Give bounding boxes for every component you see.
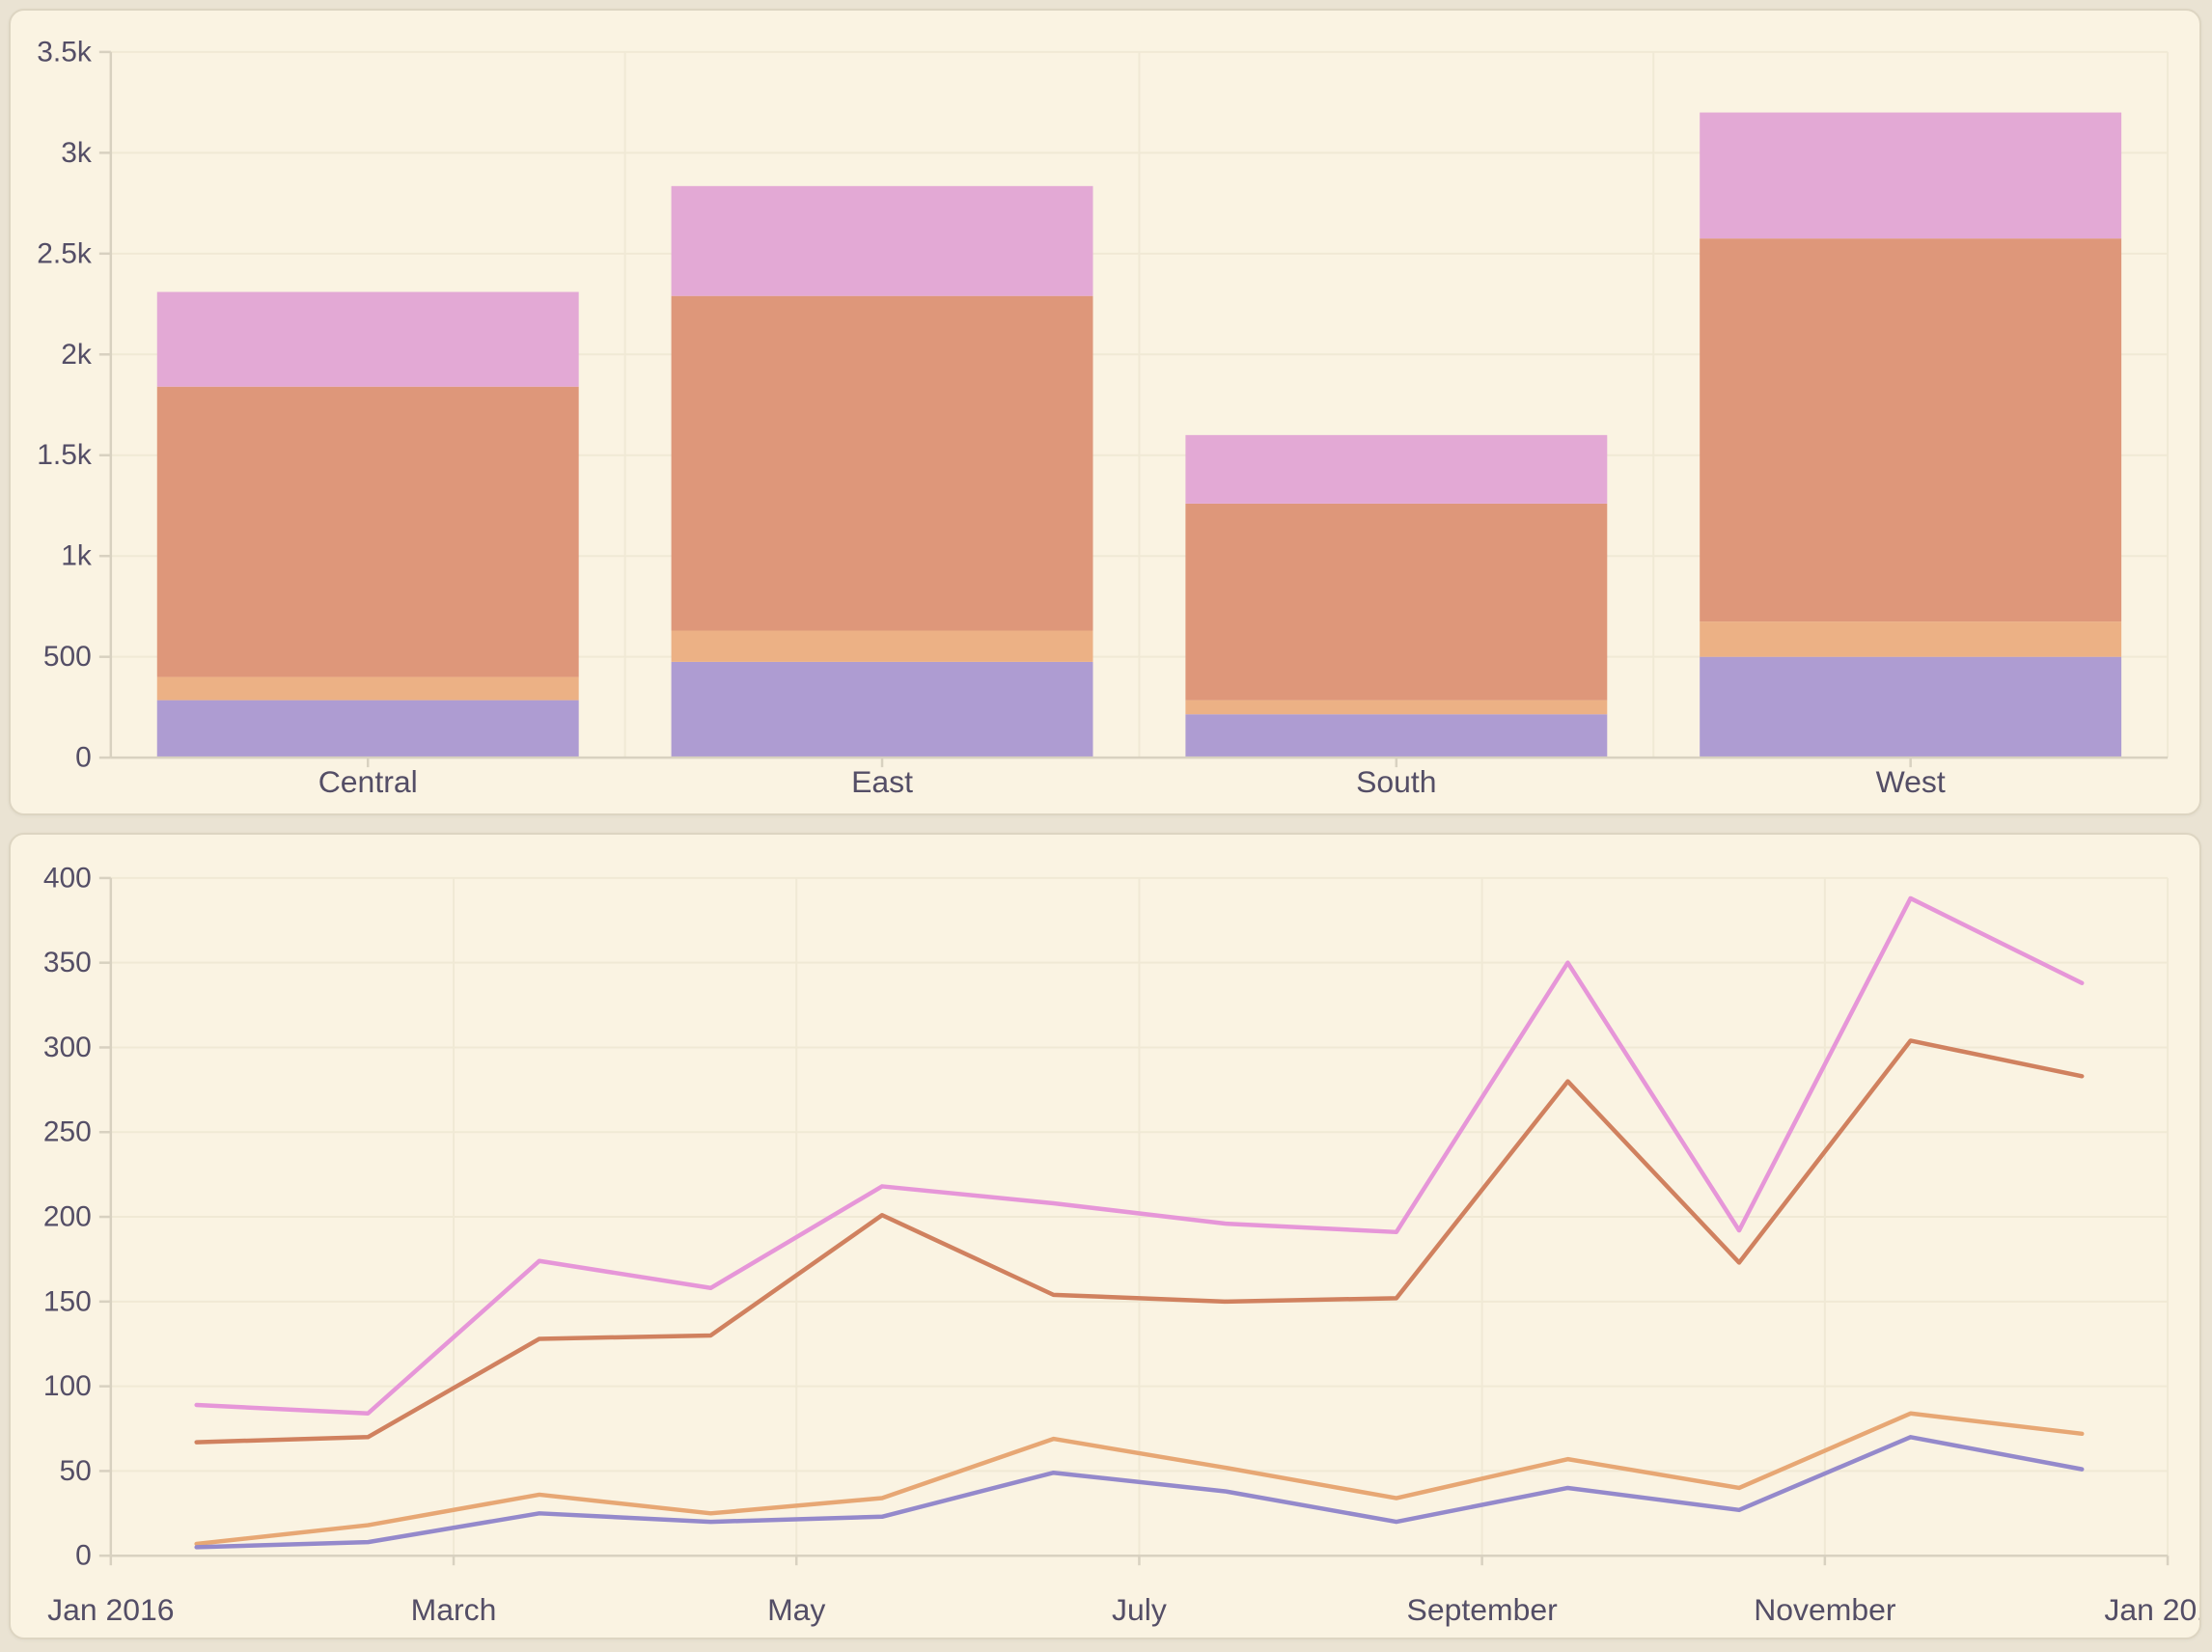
bar-segment-purple-south[interactable] xyxy=(1185,714,1608,758)
line-xtick-label: May xyxy=(767,1592,825,1627)
line-xtick-label: July xyxy=(1112,1592,1167,1627)
bar-ytick-label: 1k xyxy=(61,540,92,572)
line-xtick-label: Jan 2016 xyxy=(47,1592,174,1627)
line-ytick-label: 200 xyxy=(43,1201,92,1233)
bar-ytick-label: 0 xyxy=(75,742,92,774)
line-axis-labels: 0 50 100 150 200 250 300 350 400 Jan 2016 March May… xyxy=(43,862,2199,1627)
bar-segment-salmon-central[interactable] xyxy=(156,386,579,677)
bar-ytick-label: 3k xyxy=(61,137,92,169)
line-xtick-label: Jan 2017 xyxy=(2104,1592,2199,1627)
stacked-bar-chart[interactable]: 0 500 1k 1.5k 2k 2.5k 3k 3.5k Central East South We… xyxy=(11,11,2199,813)
line-ytick-label: 250 xyxy=(43,1116,92,1148)
line-ytick-label: 300 xyxy=(43,1032,92,1063)
bar-segment-purple-east[interactable] xyxy=(671,661,1093,758)
line-ytick-label: 0 xyxy=(75,1540,92,1572)
line-series-pink[interactable] xyxy=(194,895,2085,1417)
line-series-purple[interactable] xyxy=(194,1435,2085,1550)
bar-segment-salmon-east[interactable] xyxy=(671,295,1093,631)
bar-segment-pink-south[interactable] xyxy=(1185,434,1608,504)
line-series-light-orange[interactable] xyxy=(194,1411,2085,1547)
line-xtick-label: March xyxy=(411,1592,497,1627)
line-xtick-label: November xyxy=(1754,1592,1896,1627)
line-series-group xyxy=(194,895,2085,1550)
bar-segment-salmon-west[interactable] xyxy=(1700,238,2122,622)
line-ytick-label: 150 xyxy=(43,1285,92,1317)
line-xtick-label: September xyxy=(1407,1592,1559,1627)
line-gridlines xyxy=(110,876,2170,1556)
bar-category-label: South xyxy=(1356,764,1436,799)
bar-segment-light-orange-west[interactable] xyxy=(1700,621,2122,657)
line-ytick-label: 50 xyxy=(60,1455,92,1487)
line-ytick-label: 350 xyxy=(43,947,92,978)
bar-segment-light-orange-south[interactable] xyxy=(1185,700,1608,715)
bar-segment-purple-west[interactable] xyxy=(1700,656,2122,758)
bar-ytick-label: 2.5k xyxy=(37,237,92,269)
bar-axis-labels: 0 500 1k 1.5k 2k 2.5k 3k 3.5k Central East South We… xyxy=(37,36,1946,799)
bar-ytick-label: 1.5k xyxy=(37,439,92,471)
line-axes xyxy=(98,876,2170,1566)
line-ytick-label: 100 xyxy=(43,1370,92,1402)
bar-category-label: East xyxy=(851,764,913,799)
bar-series-group xyxy=(156,112,2122,758)
line-chart-card: 0 50 100 150 200 250 300 350 400 Jan 2016 March May… xyxy=(9,833,2201,1639)
bar-ytick-label: 3.5k xyxy=(37,36,92,68)
line-series-salmon[interactable] xyxy=(194,1038,2085,1445)
stacked-bar-chart-card: 0 500 1k 1.5k 2k 2.5k 3k 3.5k Central East South We… xyxy=(9,9,2201,815)
bar-category-label: West xyxy=(1876,764,1946,799)
bar-segment-pink-central[interactable] xyxy=(156,291,579,387)
bar-segment-purple-central[interactable] xyxy=(156,700,579,758)
bar-category-label: Central xyxy=(318,764,418,799)
bar-segment-salmon-south[interactable] xyxy=(1185,503,1608,701)
bar-segment-pink-east[interactable] xyxy=(671,185,1093,296)
bar-segment-light-orange-east[interactable] xyxy=(671,630,1093,662)
bar-ytick-label: 2k xyxy=(61,339,92,371)
bar-segment-light-orange-central[interactable] xyxy=(156,676,579,701)
line-chart[interactable]: 0 50 100 150 200 250 300 350 400 Jan 2016 March May… xyxy=(11,835,2199,1638)
bar-segment-pink-west[interactable] xyxy=(1700,112,2122,239)
line-ytick-label: 400 xyxy=(43,862,92,894)
bar-ytick-label: 500 xyxy=(43,641,92,673)
bar-axes xyxy=(98,50,2169,768)
